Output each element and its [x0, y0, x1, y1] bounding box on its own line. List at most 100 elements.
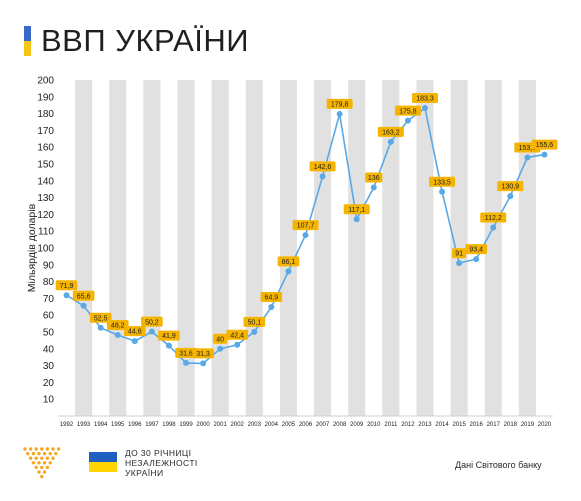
data-point: [148, 328, 155, 335]
anniversary-caption: ДО 30 РІЧНИЦІ НЕЗАЛЕЖНОСТІ УКРАЇНИ: [125, 448, 198, 478]
data-label-box: [106, 320, 129, 331]
x-tick-label: 2011: [384, 422, 398, 428]
logo-dot: [34, 465, 38, 470]
logo-dot: [42, 461, 47, 465]
logo-dot: [45, 447, 50, 451]
y-tick-label: 40: [43, 344, 55, 355]
data-label: 31,3: [196, 351, 210, 358]
logo-dot: [42, 451, 47, 456]
y-tick-label: 20: [43, 378, 55, 389]
data-point: [319, 173, 326, 180]
data-label-box: [175, 347, 197, 358]
data-label: 64,9: [265, 295, 279, 302]
logo-dot: [28, 447, 33, 451]
x-tick-label: 2019: [521, 422, 535, 428]
grid-band: [382, 80, 400, 416]
x-tick-label: 2003: [248, 422, 262, 428]
data-label-box: [243, 316, 266, 327]
x-tick-label: 2012: [401, 422, 415, 428]
logo-dot: [34, 456, 38, 460]
data-label-box: [292, 220, 319, 231]
y-tick-label: 180: [37, 109, 54, 120]
x-tick-label: 1997: [145, 422, 159, 428]
data-point: [387, 138, 394, 145]
x-tick-label: 1992: [60, 422, 74, 428]
y-tick-label: 90: [43, 260, 55, 271]
data-label: 136: [368, 175, 380, 182]
data-label: 130,9: [502, 184, 520, 191]
data-point: [285, 268, 292, 275]
data-point: [524, 154, 531, 161]
data-point: [97, 324, 104, 331]
y-tick-label: 160: [37, 143, 54, 154]
data-label: 42,4: [230, 332, 244, 339]
logo-dot: [26, 451, 30, 456]
data-label-box: [497, 181, 524, 192]
x-tick-label: 1998: [162, 422, 176, 428]
data-label: 31,6: [179, 351, 193, 358]
data-label: 41,9: [162, 333, 176, 340]
anniversary-line: УКРАЇНИ: [125, 468, 164, 478]
logo-dot: [56, 447, 61, 451]
data-label: 117,1: [348, 207, 365, 214]
data-point: [131, 338, 138, 345]
x-tick-label: 2004: [265, 422, 279, 428]
data-point: [507, 193, 514, 200]
data-label: 175,8: [399, 108, 417, 115]
y-tick-label: 130: [37, 193, 54, 204]
data-label-box: [213, 333, 228, 344]
logo-dot: [42, 470, 47, 474]
data-point: [336, 110, 343, 117]
y-tick-label: 100: [37, 244, 54, 255]
data-label: 183,3: [416, 96, 434, 103]
data-point: [404, 117, 411, 124]
logo-dot: [37, 451, 41, 456]
data-label-box: [89, 312, 112, 323]
logo-dot: [31, 461, 36, 465]
title-block: ВВП УКРАЇНИ: [24, 23, 250, 58]
grid-band: [177, 80, 195, 416]
page-title: ВВП УКРАЇНИ: [41, 23, 250, 58]
data-label: 44,6: [128, 329, 142, 336]
x-tick-label: 2001: [213, 422, 227, 428]
y-tick-label: 70: [43, 294, 55, 305]
data-label: 112,2: [485, 215, 502, 222]
data-label: 179,8: [331, 102, 349, 109]
source-note: Дані Світового банку: [455, 460, 542, 470]
data-label-box: [309, 161, 336, 172]
data-label-box: [326, 98, 353, 109]
logo-dot: [37, 470, 41, 474]
grid-band: [348, 80, 366, 416]
data-point: [63, 292, 70, 299]
logo-dot: [31, 451, 36, 456]
data-point: [490, 224, 497, 231]
x-tick-label: 2018: [504, 422, 518, 428]
data-point: [268, 303, 275, 310]
data-label: 107,7: [297, 223, 315, 230]
y-tick-label: 30: [43, 361, 55, 372]
data-label-box: [226, 329, 249, 340]
y-axis-label: Мільярдів доларів: [26, 203, 38, 292]
data-label: 71,9: [60, 283, 74, 290]
logo-dot: [23, 447, 27, 451]
dotted-triangle-logo-icon: [23, 447, 61, 479]
data-label-box: [377, 126, 404, 137]
grid-band: [211, 80, 229, 416]
y-tick-label: 150: [37, 160, 54, 171]
data-label-box: [394, 105, 421, 116]
data-label-box: [480, 212, 507, 223]
x-tick-label: 2007: [316, 422, 330, 428]
data-label-box: [411, 93, 438, 104]
data-label-box: [124, 326, 146, 337]
anniversary-line: НЕЗАЛЕЖНОСТІ: [125, 458, 198, 468]
x-tick-label: 2010: [367, 422, 381, 428]
data-label-box: [158, 330, 180, 341]
data-point: [183, 359, 190, 366]
logo-dot: [54, 451, 58, 456]
logo-dot: [34, 447, 38, 451]
x-tick-label: 2006: [299, 422, 313, 428]
data-point: [200, 360, 207, 367]
x-tick-label: 2009: [350, 422, 364, 428]
data-label: 50,1: [247, 319, 261, 326]
data-point: [217, 345, 224, 352]
